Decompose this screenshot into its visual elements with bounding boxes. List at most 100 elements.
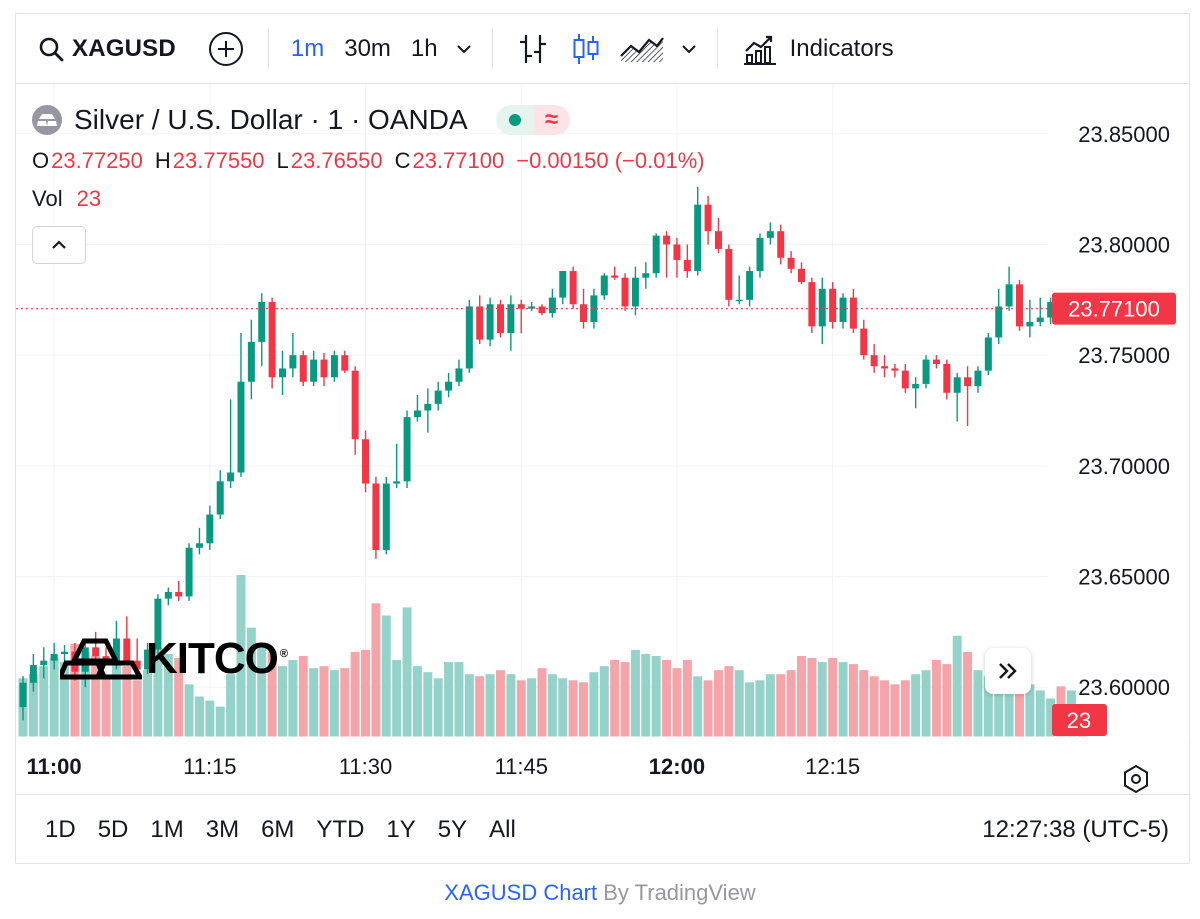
candle-body (1047, 302, 1055, 318)
candle-body (974, 370, 982, 387)
volume-bar (111, 661, 121, 737)
volume-bar (651, 656, 661, 737)
settings-hexagon-icon (1124, 764, 1148, 794)
compare-symbol-button[interactable] (206, 27, 246, 71)
candle-body (870, 355, 878, 367)
intervals-dropdown[interactable] (448, 27, 480, 71)
candle-body (912, 383, 920, 389)
indicators-button[interactable]: Indicators (730, 27, 904, 71)
candle-body (818, 288, 826, 327)
volume-bar (153, 647, 163, 737)
volume-bar (527, 678, 537, 737)
chart-settings-button[interactable] (1121, 764, 1151, 799)
collapse-legend-button[interactable] (32, 226, 86, 264)
volume-bar (122, 666, 132, 737)
volume-bar (807, 658, 817, 737)
search-icon (39, 37, 64, 61)
candle-body (341, 355, 349, 371)
time-tick-label: 11:00 (27, 754, 82, 779)
silver-bar-icon (32, 105, 62, 135)
high-value: 23.77550 (172, 148, 265, 173)
volume-bar (1046, 698, 1056, 737)
volume-bar (361, 649, 371, 737)
candle-body (227, 472, 235, 482)
range-1m[interactable]: 1M (150, 816, 184, 843)
interval-30m[interactable]: 30m (344, 34, 391, 62)
volume-bar (797, 656, 806, 737)
candles-icon (573, 33, 599, 64)
range-1d[interactable]: 1D (45, 816, 76, 843)
candle-body (663, 235, 671, 245)
volume-value: 23 (76, 186, 102, 211)
volume-bar (495, 670, 505, 737)
interval-1m[interactable]: 1m (290, 34, 325, 62)
chart-link[interactable]: XAGUSD Chart (444, 880, 598, 905)
interval-1h[interactable]: 1h (410, 34, 438, 62)
volume-bar (994, 692, 1004, 737)
volume-bar (91, 656, 101, 737)
chevron-down-icon (681, 44, 696, 53)
range-3m[interactable]: 3M (205, 816, 240, 843)
range-ytd[interactable]: YTD (316, 816, 365, 843)
attribution-text: By TradingView (597, 880, 756, 905)
candle-body (881, 366, 889, 369)
range-6m[interactable]: 6M (261, 816, 295, 843)
candle-body (247, 341, 255, 382)
candle-body (964, 377, 972, 387)
candle-body (735, 299, 743, 302)
volume-bar (589, 672, 599, 737)
candle-body (424, 403, 432, 411)
chart-style-dropdown[interactable] (673, 27, 705, 71)
volume-bar (859, 670, 869, 737)
candle-body (932, 359, 940, 365)
volume-bar (942, 664, 952, 737)
area-style-button[interactable] (611, 27, 673, 71)
candle-body (123, 638, 131, 661)
volume-bar (610, 660, 620, 737)
price-tick-label: 23.70000 (1078, 454, 1170, 479)
candles-style-button[interactable] (561, 27, 611, 71)
symbol-search[interactable]: XAGUSD (38, 35, 176, 63)
open-key: O (32, 148, 50, 173)
chart-pane[interactable]: 23.85000 23.80000 23.75000 23.70000 23.65000… (16, 84, 1191, 794)
volume-bar (402, 607, 412, 737)
range-5y[interactable]: 5Y (437, 816, 468, 843)
volume-bar (817, 662, 827, 737)
separator (716, 28, 718, 69)
volume-bar (350, 651, 360, 737)
range-all[interactable]: All (489, 816, 516, 843)
candle-body (496, 304, 504, 334)
scroll-to-realtime-button[interactable] (985, 648, 1031, 694)
volume-bar (900, 680, 910, 737)
candle-body (351, 370, 359, 440)
volume-bar (641, 653, 651, 737)
indicators-icon (743, 35, 776, 65)
volume-bar (60, 662, 70, 737)
timezone-clock[interactable]: 12:27:38 (UTC-5) (982, 816, 1169, 843)
volume-bar (257, 645, 267, 737)
volume-bar (506, 674, 516, 737)
bars-style-button[interactable] (505, 27, 561, 71)
volume-bar (475, 676, 485, 737)
candle-body (164, 592, 172, 599)
volume-bar (1014, 680, 1024, 737)
candlestick-chart[interactable]: 23.85000 23.80000 23.75000 23.70000 23.65000… (16, 84, 1191, 794)
volume-bar (329, 670, 339, 737)
volume-bar (215, 706, 225, 737)
separator (267, 28, 269, 69)
range-1y[interactable]: 1Y (386, 816, 416, 843)
time-tick-label: 12:00 (649, 754, 705, 779)
volume-bar (340, 668, 350, 737)
volume-bar (599, 666, 609, 737)
candle-body (507, 304, 515, 334)
volume-bar (236, 575, 246, 737)
candle-body (746, 271, 754, 300)
candle-body (829, 288, 837, 322)
range-5d[interactable]: 5D (97, 816, 129, 843)
market-status-badge[interactable]: ≈ (495, 105, 570, 135)
volume-bar (28, 674, 38, 737)
candle-body (642, 273, 650, 278)
volume-bar (755, 680, 765, 737)
volume-bar (184, 684, 194, 737)
volume-bar (693, 676, 703, 737)
